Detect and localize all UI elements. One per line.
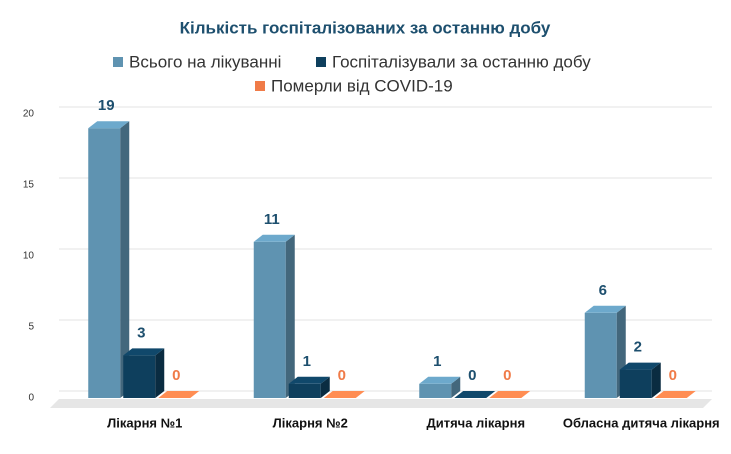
bar: [288, 376, 330, 398]
x-tick-label: Дитяча лікарня: [426, 415, 525, 430]
y-tick-label: 0: [28, 393, 34, 404]
bar-front: [619, 369, 652, 398]
bar: [419, 376, 461, 398]
bar: [619, 362, 661, 398]
value-label: 11: [264, 211, 280, 228]
floor: [50, 399, 712, 408]
bar-front: [584, 312, 617, 398]
x-tick-label: Обласна дитяча лікарня: [563, 415, 720, 430]
bar-front: [123, 355, 156, 398]
bar-top: [619, 362, 661, 370]
bar-top: [158, 391, 200, 398]
bar: [654, 391, 696, 398]
value-label: 2: [634, 339, 642, 356]
value-label: 1: [433, 353, 441, 370]
legend-label: Всього на лікуванні: [129, 52, 281, 71]
bar-top: [253, 234, 295, 242]
bar-top: [489, 391, 531, 398]
value-label: 1: [303, 353, 311, 370]
value-label: 3: [137, 324, 145, 341]
bar: [323, 391, 365, 398]
bar-side: [155, 348, 165, 398]
bar-top: [584, 305, 626, 313]
bar-side: [285, 234, 295, 398]
value-label: 0: [669, 367, 677, 384]
bar-side: [120, 121, 130, 398]
bar-top: [419, 376, 461, 384]
value-label: 0: [468, 367, 476, 384]
y-tick-label: 15: [23, 180, 35, 191]
legend-swatch: [113, 57, 123, 67]
legend-label: Госпіталізували за останню добу: [332, 52, 591, 71]
value-label: 6: [599, 282, 607, 299]
bar-front: [288, 383, 321, 398]
y-tick-label: 5: [28, 322, 34, 333]
value-label: 19: [98, 97, 115, 114]
chart-title: Кількість госпіталізованих за останню до…: [180, 18, 551, 37]
bar-side: [320, 376, 330, 398]
bar: [584, 305, 626, 398]
x-tick-label: Лікарня №2: [273, 415, 348, 430]
legend-swatch: [255, 81, 265, 91]
x-tick-label: Лікарня №1: [107, 415, 182, 430]
legend-label: Померли від COVID-19: [271, 76, 453, 95]
value-label: 0: [172, 367, 180, 384]
bar-top: [454, 391, 496, 398]
bar: [253, 234, 295, 398]
bar-front: [419, 383, 452, 398]
y-tick-label: 20: [23, 109, 35, 120]
bar: [489, 391, 531, 398]
bar-top: [654, 391, 696, 398]
value-label: 0: [338, 367, 346, 384]
bar: [123, 348, 165, 398]
bar-top: [288, 376, 330, 384]
bar-side: [651, 362, 661, 398]
bar: [158, 391, 200, 398]
y-tick-label: 10: [23, 251, 35, 262]
bar: [454, 391, 496, 398]
bar-top: [323, 391, 365, 398]
value-label: 0: [503, 367, 511, 384]
bar-front: [88, 128, 121, 398]
bar-side: [451, 376, 461, 398]
bar-top: [123, 348, 165, 356]
bar-front: [253, 241, 286, 398]
bar: [88, 121, 130, 398]
bar-top: [88, 121, 130, 129]
legend-swatch: [316, 57, 326, 67]
